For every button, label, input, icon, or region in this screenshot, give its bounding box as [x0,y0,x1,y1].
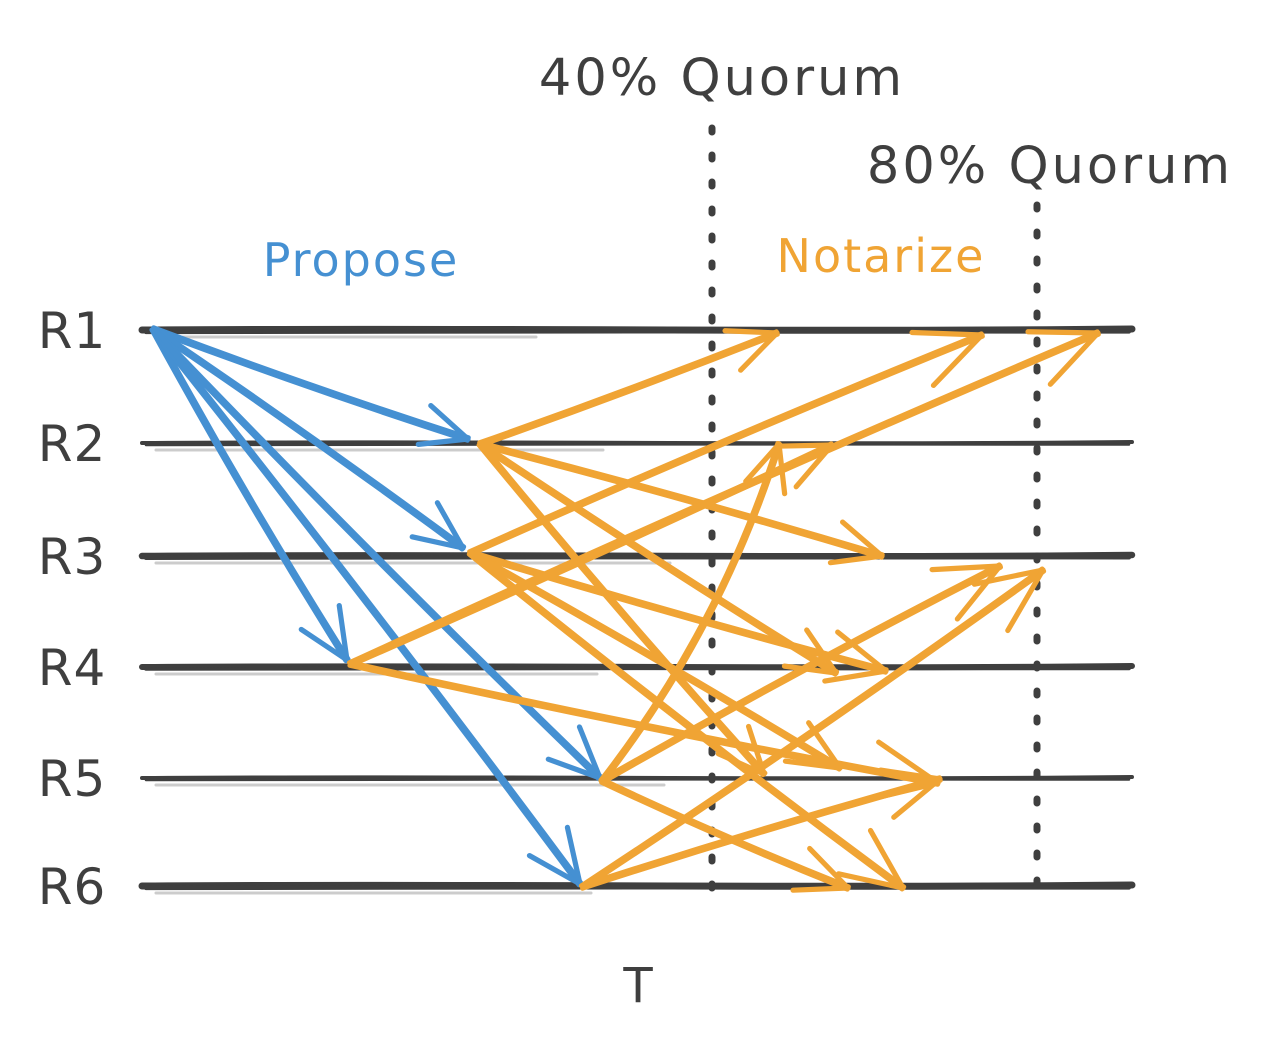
notarize-arrow-r2-r3-shaft [477,443,884,560]
propose-arrows [149,325,604,888]
timeline-r4-pass2 [144,665,1131,672]
timeline-underlays [154,335,672,895]
propose-arrow-r1-r4-head [336,602,350,663]
timeline-r2-pass2 [144,442,1131,447]
notarize-arrow-r3-r6-shaft [466,551,905,892]
notarize-arrow-r3-r6-shaft [468,549,907,890]
notarize-arrow-r2-r3-head [839,519,885,559]
notarize-arrow-r3-r5-head [782,758,843,771]
replica-label-r2: R2 [38,415,107,473]
propose-arrow-r1-r5-head [576,724,603,781]
notarize-arrow-r4-r2-head [793,442,835,490]
notarize-arrow-r3-r4-shaft [468,549,889,672]
replica-label-r4: R4 [38,639,107,697]
notarize-arrow-r5-r2-shaft [601,442,783,784]
propose-arrow-r1-r5-shaft [151,325,604,780]
notarize-arrow-r2-r1-head [738,330,780,373]
propose-arrow-r1-r6-head [564,824,583,887]
notarize-arrow-r2-r3-head [827,553,885,566]
notarize-arrow-r2-r5-shaft [476,442,766,778]
notarize-arrow-r3-r1-shaft [468,334,985,557]
timeline-r2 [140,440,1134,446]
notarize-arrow-r3-r6-head [835,871,906,891]
notarize-arrow-r4-r1-head [1025,329,1101,336]
notarize-arrow-r5-r6-shaft [600,777,851,889]
propose-arrow-r1-r6-shaft [149,327,582,888]
notarize-arrow-r5-r2-head [743,441,782,484]
notarize-arrow-r6-r5-head [878,767,943,782]
propose-arrow-r1-r5-shaft [149,327,602,782]
notarize-arrow-r3-r4-head [835,629,889,674]
notarize-arrow-r6-r5-shaft [579,775,942,888]
notarize-arrow-r5-r2-shaft [598,441,780,783]
propose-arrow-r1-r3-shaft [149,327,465,552]
notarize-arrow-r5-r6-head [790,885,851,893]
propose-arrow-r1-r3-head [434,500,466,551]
notarize-arrow-r5-r3-head [954,563,1003,622]
timeline-r1-pass2 [143,328,1132,335]
notarize-arrow-r5-r3-head [929,563,1003,573]
notarize-phase-label: Notarize [777,229,986,283]
propose-arrow-r1-r2-head [415,436,471,447]
time-axis-label: T [622,958,653,1014]
timeline-r6-pass2 [143,884,1132,891]
quorum-80-label: 80% Quorum [867,137,1233,196]
notarize-arrow-r2-r3-shaft [478,440,885,557]
notarize-arrow-r5-r6-shaft [599,780,850,892]
notarize-arrow-r2-r1-shaft [478,332,780,448]
timeline-r5-pass2 [144,777,1131,782]
notarize-arrow-r3-r5-shaft [468,549,844,770]
propose-arrow-r1-r2-shaft [151,325,471,440]
notarize-arrow-r4-r2-head [774,442,835,449]
notarize-arrow-r3-r4-head [822,668,889,684]
propose-arrow-r1-r2-shaft [150,328,470,443]
notarize-arrow-r5-r3-shaft [600,565,1004,785]
propose-arrow-r1-r4-head [298,626,350,663]
quorum-40-label: 40% Quorum [539,49,905,108]
propose-arrow-r1-r3-head [409,534,466,551]
notarize-arrow-r4-r1-head [1047,330,1101,387]
notarize-arrow-r6-r3-head [1005,567,1046,634]
notarize-arrow-r2-r1-shaft [477,329,779,445]
replica-label-r5: R5 [38,750,107,808]
propose-arrow-r1-r4-shaft [149,327,349,664]
notarize-arrow-r6-r3-shaft [580,568,1047,891]
notarize-arrow-r6-r5-head [891,776,943,820]
notarize-arrow-r6-r3-shaft [578,566,1045,889]
replica-label-r3: R3 [38,528,107,586]
replica-label-r6: R6 [38,858,107,916]
propose-phase-label: Propose [263,233,460,287]
propose-arrow-r1-r2-head [428,402,471,442]
notarize-arrow-r3-r1-head [909,329,985,338]
timeline-r5 [140,775,1134,781]
propose-arrow-r1-r6-shaft [151,325,584,886]
notarize-arrow-r6-r5-shaft [580,778,943,891]
propose-arrow-r1-r5-head [545,756,603,781]
notarize-arrow-r6-r3-head [971,567,1046,587]
propose-arrow-r1-r3-shaft [151,325,467,550]
notarize-arrow-r5-r3-shaft [598,562,1002,782]
notarize-arrow-r3-r6-head [867,827,906,891]
notarize-arrow-r5-r6-head [807,845,851,891]
propose-arrow-r1-r4-shaft [151,325,351,662]
notarize-arrow-r2-r5-shaft [478,440,768,776]
timeline-r3-pass2 [144,554,1131,561]
notarize-arrow-r5-r2-head [776,441,788,497]
notarize-arrow-r3-r1-head [930,332,985,389]
propose-arrow-r1-r6-head [526,852,583,887]
notarize-arrow-r2-r1-head [722,328,780,336]
notarize-arrows [347,328,1101,893]
replica-label-r1: R1 [38,302,107,360]
notarize-arrow-r3-r1-shaft [467,331,984,554]
